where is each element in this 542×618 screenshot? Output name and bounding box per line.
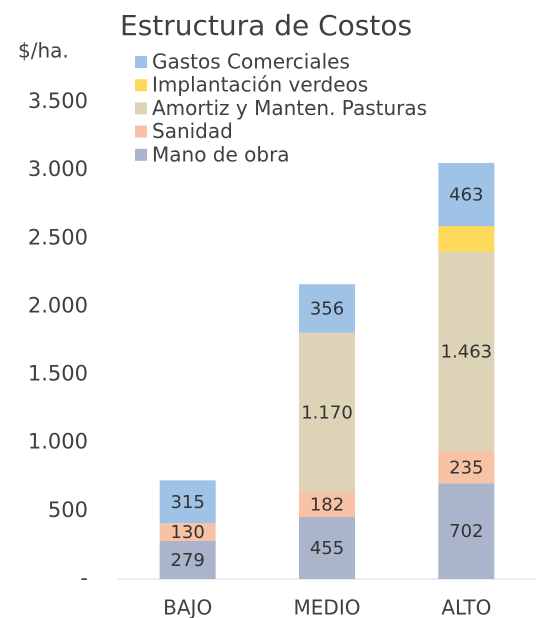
bar-segment <box>159 480 216 524</box>
bar-segment <box>159 523 216 541</box>
data-label: 1.463 <box>441 342 493 363</box>
bar-segment <box>299 332 355 493</box>
bar-segment <box>299 492 355 517</box>
bar-segment <box>299 516 355 579</box>
data-label: 235 <box>449 457 483 478</box>
legend-swatch <box>135 125 147 138</box>
data-label: 1.170 <box>301 402 353 423</box>
legend-label: Sanidad <box>152 119 233 143</box>
legend-swatch <box>135 56 147 68</box>
y-tick-label: 3.500 <box>28 89 88 113</box>
legend-label: Amortiz y Manten. Pasturas <box>152 96 427 120</box>
y-tick-label: 3.000 <box>28 157 88 181</box>
data-label: 356 <box>310 298 344 319</box>
legend-label: Gastos Comerciales <box>152 50 350 74</box>
data-label: 315 <box>170 492 204 513</box>
data-label: 182 <box>310 495 344 516</box>
y-tick-label: 1.000 <box>28 430 88 454</box>
data-label: 702 <box>449 521 483 542</box>
bar-segment <box>299 284 355 333</box>
bar-segment <box>438 451 495 484</box>
data-label: 279 <box>170 550 204 571</box>
x-tick-label: BAJO <box>163 596 212 618</box>
legend-label: Mano de obra <box>152 142 290 166</box>
bar-segment <box>438 226 495 252</box>
y-tick-label: 2.000 <box>28 293 88 317</box>
data-label: 130 <box>170 522 204 543</box>
y-tick-label: 2.500 <box>28 225 88 249</box>
x-tick-label: ALTO <box>441 596 491 618</box>
y-axis-label: $/ha. <box>18 39 69 63</box>
bar-segment <box>438 162 495 227</box>
data-label: 463 <box>449 184 483 205</box>
chart-title: Estructura de Costos <box>120 9 412 42</box>
y-tick-label: 500 <box>48 498 88 522</box>
legend-swatch <box>135 79 147 92</box>
y-tick-label: 1.500 <box>28 362 88 386</box>
legend-label: Implantación verdeos <box>152 73 368 97</box>
y-tick-label: - <box>80 566 88 590</box>
legend-swatch <box>135 102 147 115</box>
x-tick-label: MEDIO <box>294 596 361 618</box>
legend-swatch <box>135 148 147 161</box>
bar-segment <box>159 540 216 579</box>
data-label: 455 <box>310 538 344 559</box>
bar-segment <box>438 483 495 579</box>
bar-segment <box>438 251 495 452</box>
